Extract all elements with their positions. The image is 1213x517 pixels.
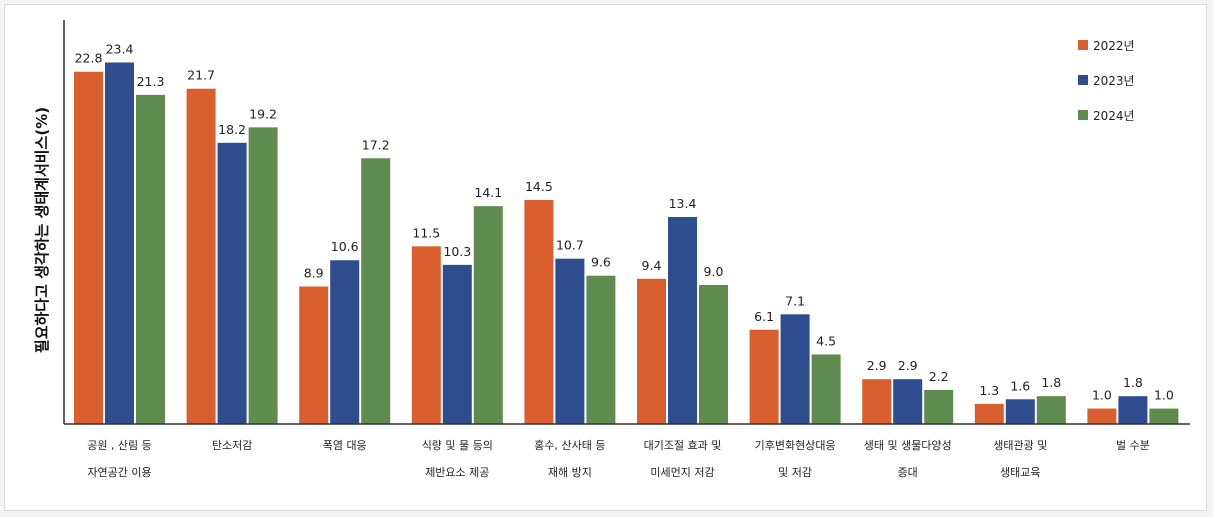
- data-label: 2.9: [898, 358, 918, 373]
- data-label: 17.2: [362, 137, 390, 152]
- bar-2023년-5: [668, 216, 697, 424]
- legend-swatch-2022년: [1078, 40, 1088, 50]
- data-label: 21.7: [187, 68, 215, 83]
- bar-2023년-3: [442, 264, 472, 424]
- category-label: 공원 , 산림 등: [87, 439, 152, 452]
- data-label: 11.5: [412, 225, 440, 240]
- category-label: 탄소저감: [212, 439, 252, 452]
- category-label: 벌 수분: [1116, 439, 1150, 452]
- data-label: 14.5: [525, 179, 553, 194]
- category-label: 및 저감: [778, 466, 812, 479]
- bar-2023년-9: [1118, 396, 1148, 424]
- bar-2022년-0: [74, 71, 103, 425]
- data-label: 6.1: [754, 309, 774, 324]
- legend-swatch-2024년: [1078, 110, 1088, 120]
- data-label: 1.0: [1154, 388, 1174, 403]
- data-label: 19.2: [249, 106, 277, 121]
- bar-2022년-8: [974, 403, 1004, 424]
- category-label: 자연공간 이용: [87, 466, 151, 479]
- bar-2024년-3: [473, 206, 503, 424]
- data-label: 9.4: [642, 258, 662, 273]
- data-label: 9.6: [591, 255, 611, 270]
- data-label: 1.6: [1010, 378, 1030, 393]
- bar-2024년-8: [1036, 396, 1066, 424]
- bar-2023년-4: [555, 258, 585, 424]
- bar-2024년-4: [586, 275, 616, 424]
- bar-2022년-5: [637, 278, 666, 424]
- category-label: 증대: [898, 466, 918, 479]
- category-label: 제반요소 제공: [425, 466, 489, 479]
- bar-2024년-5: [699, 284, 728, 424]
- legend-label: 2022년: [1093, 39, 1135, 53]
- bar-2024년-7: [924, 390, 954, 424]
- category-label: 미세먼지 저감: [650, 466, 714, 479]
- category-label: 대기조절 효과 및: [644, 439, 722, 452]
- legend-label: 2023년: [1093, 74, 1135, 88]
- data-label: 10.7: [556, 238, 584, 253]
- data-label: 22.8: [75, 51, 103, 66]
- data-label: 21.3: [137, 74, 165, 89]
- bar-2024년-1: [248, 127, 278, 425]
- bar-2023년-0: [105, 62, 134, 424]
- data-label: 10.3: [443, 244, 471, 259]
- legend: 2022년 2023년 2024년: [1078, 39, 1135, 123]
- legend-swatch-2023년: [1078, 75, 1088, 85]
- data-label: 1.8: [1123, 375, 1143, 390]
- bar-2023년-1: [217, 142, 247, 424]
- data-label: 10.6: [331, 239, 359, 254]
- bar-2024년-9: [1149, 408, 1179, 424]
- category-label: 재해 방지: [548, 465, 592, 479]
- bar-2022년-4: [524, 199, 554, 424]
- bar-2023년-7: [893, 379, 923, 424]
- category-label: 기후변화현상대응: [755, 439, 836, 452]
- data-label: 14.1: [474, 185, 502, 200]
- bar-2022년-7: [862, 379, 892, 424]
- data-label: 23.4: [106, 41, 134, 56]
- bar-2022년-1: [186, 88, 216, 425]
- bar-2023년-2: [330, 260, 360, 424]
- category-label: 생태 및 생물다양성: [864, 439, 952, 452]
- bar-2024년-2: [361, 158, 391, 424]
- data-label: 1.8: [1041, 375, 1061, 390]
- data-label: 2.9: [867, 358, 887, 373]
- bar-2022년-9: [1087, 408, 1117, 424]
- data-label: 2.2: [929, 369, 949, 384]
- y-axis-title: 필요하다고 생각하는 생태계서비스(%): [33, 107, 51, 353]
- legend-label: 2024년: [1093, 109, 1135, 123]
- bar-2023년-8: [1005, 399, 1035, 424]
- bar-2023년-6: [780, 314, 810, 424]
- data-label: 1.0: [1092, 388, 1112, 403]
- data-label: 18.2: [218, 122, 246, 137]
- category-label: 식량 및 물 등의: [422, 439, 493, 452]
- data-label: 7.1: [785, 293, 805, 308]
- data-label: 4.5: [816, 333, 836, 348]
- category-label: 폭염 대응: [323, 439, 367, 452]
- bar-2022년-3: [411, 246, 441, 424]
- bar-2024년-0: [136, 94, 165, 424]
- data-label: 9.0: [704, 264, 724, 279]
- bar-2024년-6: [811, 354, 841, 424]
- category-label: 홍수, 산사태 등: [534, 438, 605, 452]
- category-label: 생태교육: [1000, 466, 1040, 479]
- category-label: 생태관광 및: [993, 439, 1047, 452]
- data-label: 8.9: [304, 265, 324, 280]
- data-label: 13.4: [669, 196, 697, 211]
- bar-2022년-6: [749, 329, 779, 424]
- bar-2022년-2: [299, 286, 329, 424]
- data-label: 1.3: [979, 383, 999, 398]
